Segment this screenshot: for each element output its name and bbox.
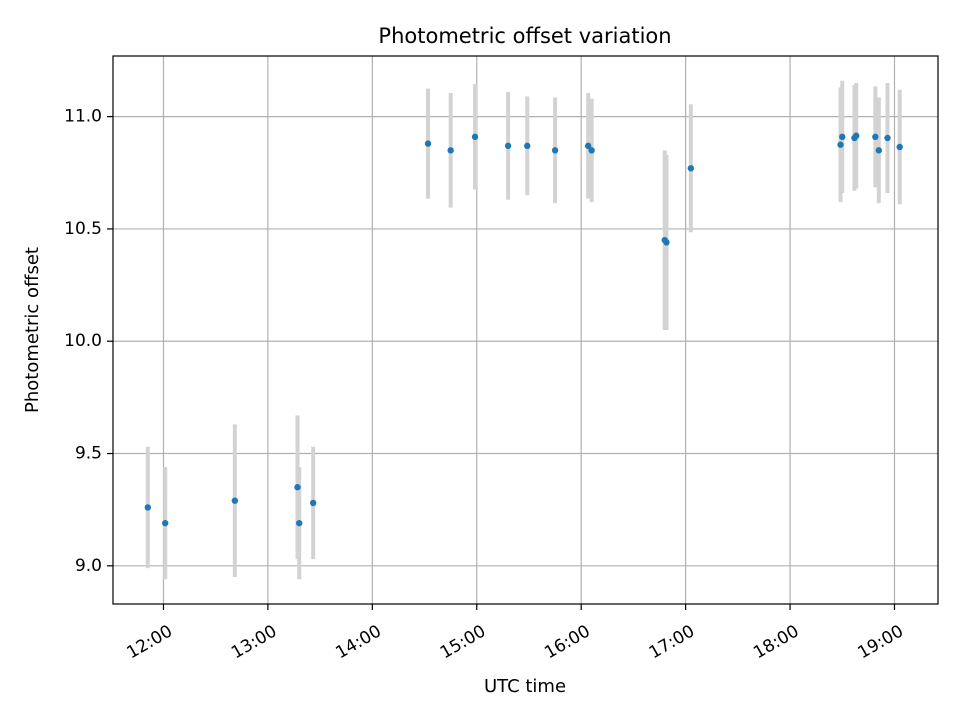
x-tick-label: 12:00 (124, 621, 176, 663)
y-tick-label: 9.5 (75, 444, 102, 464)
data-point (471, 133, 479, 141)
x-axis-label: UTC time (484, 676, 566, 697)
x-tick-label: 15:00 (437, 621, 489, 663)
y-tick-label: 11.0 (64, 107, 102, 127)
errorbar-layer (145, 80, 902, 580)
data-point (296, 519, 303, 527)
data-point (231, 497, 239, 504)
y-tick-label: 9.0 (75, 556, 102, 576)
data-point (584, 142, 592, 150)
x-tick-label: 19:00 (855, 621, 907, 663)
data-point (588, 147, 595, 154)
x-tick-label: 18:00 (750, 621, 802, 663)
data-point (896, 143, 903, 151)
x-tick-label: 17:00 (646, 621, 698, 663)
x-tick-label: 16:00 (541, 621, 593, 663)
data-point (551, 147, 559, 154)
data-point (504, 142, 512, 150)
data-point (663, 239, 670, 246)
data-point (162, 519, 169, 527)
data-point (447, 147, 454, 154)
plot-frame (112, 55, 939, 605)
point-layer (144, 132, 903, 527)
y-tick-label: 10.0 (64, 331, 102, 351)
data-point (309, 499, 317, 507)
chart-title: Photometric offset variation (378, 24, 671, 48)
data-point (144, 504, 152, 511)
y-tick-label: 10.5 (64, 219, 102, 239)
x-tick-label: 14:00 (332, 621, 384, 663)
data-point (872, 133, 879, 141)
data-point (294, 484, 301, 491)
tick-layer: 12:00 13:00 14:00 15:00 16:00 17:00 18:00 19:00… (64, 107, 907, 664)
data-point (424, 140, 432, 147)
y-axis-label: Photometric offset (22, 247, 43, 413)
data-point (524, 142, 531, 150)
data-point (839, 133, 846, 141)
data-point (837, 141, 844, 148)
x-tick-label: 13:00 (228, 621, 280, 663)
data-point (884, 134, 891, 142)
data-point (687, 165, 695, 172)
data-point (875, 147, 883, 154)
data-point (852, 132, 860, 139)
